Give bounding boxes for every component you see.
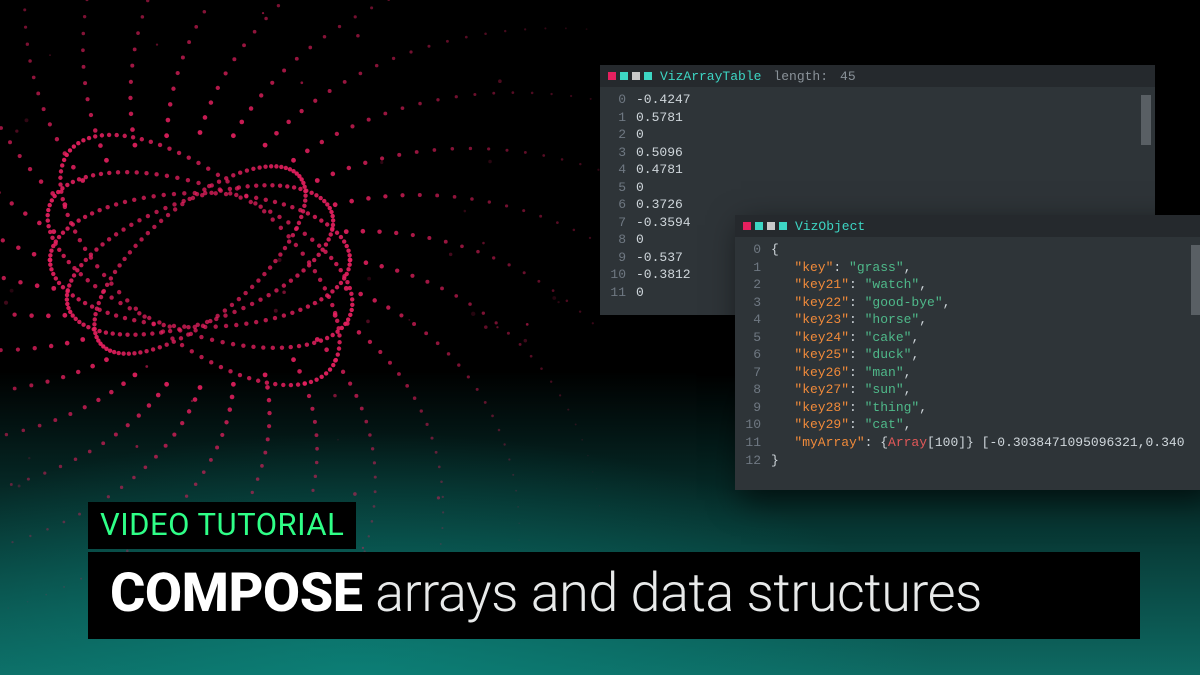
window-dot	[755, 222, 763, 230]
line-number: 1	[608, 109, 626, 127]
code-line: "key22": "good-bye",	[771, 294, 1191, 312]
line-number: 2	[743, 276, 761, 294]
window-dot	[779, 222, 787, 230]
code-line: "key24": "cake",	[771, 329, 1191, 347]
line-number: 7	[608, 214, 626, 232]
code-line: "key28": "thing",	[771, 399, 1191, 417]
title-rest: arrays and data structures	[363, 562, 982, 625]
array-value: 0	[636, 179, 1141, 197]
line-gutter: 0123456789101112	[735, 241, 771, 486]
video-tutorial-label: VIDEO TUTORIAL	[88, 502, 356, 549]
window-dot	[632, 72, 640, 80]
line-number: 11	[608, 284, 626, 302]
title-bold: COMPOSE	[110, 562, 363, 625]
scrollbar-thumb[interactable]	[1141, 95, 1151, 145]
code-line: {	[771, 241, 1191, 259]
scrollbar[interactable]	[1191, 245, 1200, 486]
line-number: 0	[608, 91, 626, 109]
array-value: 0	[636, 126, 1141, 144]
line-number: 4	[608, 161, 626, 179]
panel-body: 0123456789101112 { "key": "grass", "key2…	[735, 237, 1200, 490]
line-number: 9	[608, 249, 626, 267]
window-dot	[608, 72, 616, 80]
code-line: "myArray": {Array[100]} [-0.303847109509…	[771, 434, 1191, 452]
array-value: -0.4247	[636, 91, 1141, 109]
window-dot	[743, 222, 751, 230]
line-number: 5	[743, 329, 761, 347]
line-number: 2	[608, 126, 626, 144]
panel-meta-value: 45	[840, 69, 856, 84]
line-number: 8	[743, 381, 761, 399]
code-line: "key29": "cat",	[771, 416, 1191, 434]
main-title: COMPOSE arrays and data structures	[88, 552, 1140, 639]
viz-object-panel: VizObject 0123456789101112 { "key": "gra…	[735, 215, 1200, 490]
line-number: 6	[743, 346, 761, 364]
panel-header: VizObject	[735, 215, 1200, 237]
array-value: 0.4781	[636, 161, 1141, 179]
code-content: { "key": "grass", "key21": "watch", "key…	[771, 241, 1191, 486]
line-number: 4	[743, 311, 761, 329]
array-value: 0.3726	[636, 196, 1141, 214]
line-number: 11	[743, 434, 761, 452]
code-line: "key": "grass",	[771, 259, 1191, 277]
array-value: 0.5781	[636, 109, 1141, 127]
window-dot	[644, 72, 652, 80]
panel-meta-label: length:	[773, 69, 828, 84]
panel-title: VizObject	[795, 219, 865, 234]
code-line: "key23": "horse",	[771, 311, 1191, 329]
code-line: "key25": "duck",	[771, 346, 1191, 364]
line-number: 8	[608, 231, 626, 249]
panel-header: VizArrayTable length: 45	[600, 65, 1155, 87]
line-gutter: 01234567891011	[600, 91, 636, 311]
line-number: 1	[743, 259, 761, 277]
line-number: 3	[608, 144, 626, 162]
line-number: 3	[743, 294, 761, 312]
line-number: 5	[608, 179, 626, 197]
code-line: "key27": "sun",	[771, 381, 1191, 399]
code-line: }	[771, 452, 1191, 470]
array-value: 0.5096	[636, 144, 1141, 162]
line-number: 9	[743, 399, 761, 417]
window-dot	[767, 222, 775, 230]
line-number: 6	[608, 196, 626, 214]
line-number: 10	[608, 266, 626, 284]
panel-dots	[743, 222, 787, 230]
code-line: "key26": "man",	[771, 364, 1191, 382]
line-number: 7	[743, 364, 761, 382]
line-number: 12	[743, 452, 761, 470]
panel-title: VizArrayTable	[660, 69, 761, 84]
scrollbar-thumb[interactable]	[1191, 245, 1200, 315]
line-number: 0	[743, 241, 761, 259]
code-line: "key21": "watch",	[771, 276, 1191, 294]
window-dot	[620, 72, 628, 80]
line-number: 10	[743, 416, 761, 434]
panel-dots	[608, 72, 652, 80]
